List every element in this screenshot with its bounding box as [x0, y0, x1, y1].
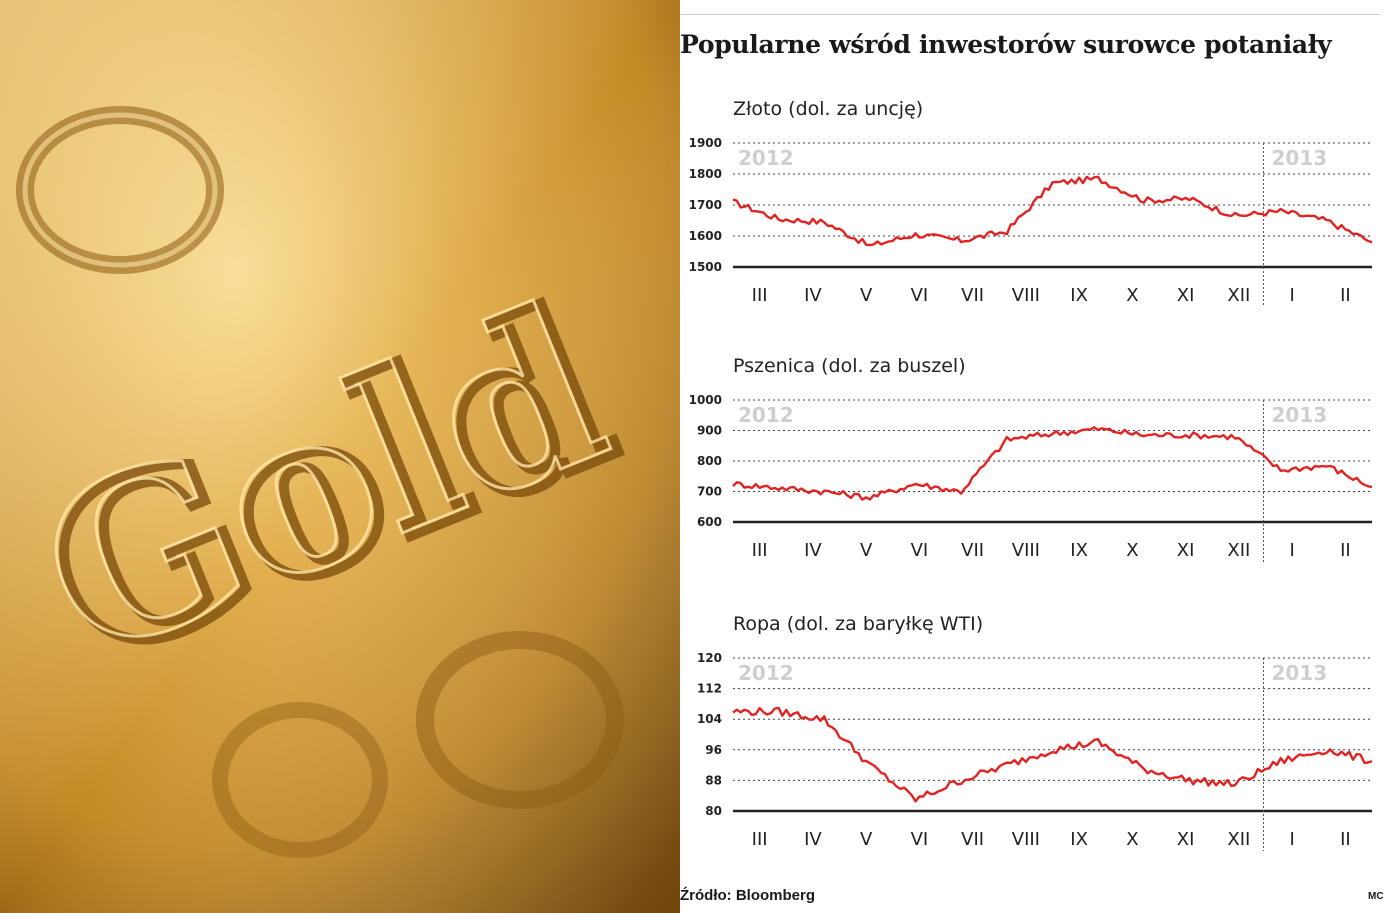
chart-3-xtick-label: V — [860, 829, 873, 850]
chart-1-ytick-label: 1800 — [689, 167, 722, 181]
chart-1-xtick-label: III — [752, 285, 768, 306]
chart-3-series-line — [732, 706, 1373, 803]
chart-3-ytick-label: 112 — [697, 682, 722, 696]
chart-1-ytick-label: 1500 — [689, 260, 722, 274]
page-title: Popularne wśród inwestorów surowce potan… — [680, 30, 1332, 59]
chart-3-xtick-label: XI — [1177, 829, 1195, 850]
chart-1-ytick-label: 1700 — [689, 198, 722, 212]
chart-2-xtick-label: IV — [804, 540, 822, 561]
chart-1-ytick-label: 1600 — [689, 229, 722, 243]
chart-3-year-label: 2012 — [738, 661, 794, 685]
chart-1-ytick-label: 1900 — [689, 136, 722, 150]
chart-2-ytick-label: 600 — [697, 515, 722, 529]
gold-bar-photo: Gold Gold — [0, 0, 680, 913]
chart-2-xtick-label: V — [860, 540, 873, 561]
chart-2-ytick-label: 800 — [697, 454, 722, 468]
chart-1-xtick-label: XII — [1227, 285, 1250, 306]
chart-1-xtick-label: IV — [804, 285, 822, 306]
chart-3-xtick-label: X — [1126, 829, 1138, 850]
chart-3-ytick-label: 104 — [697, 712, 722, 726]
chart-2-year-label: 2013 — [1272, 403, 1328, 427]
chart-3-ytick-label: 80 — [705, 804, 722, 818]
chart-2-ytick-label: 700 — [697, 485, 722, 499]
chart-2-xtick-label: XII — [1227, 540, 1250, 561]
chart-1-xtick-label: VII — [961, 285, 984, 306]
chart-2-title: Pszenica (dol. za buszel) — [733, 355, 966, 377]
chart-2-series-line — [732, 426, 1373, 501]
chart-3-ytick-label: 120 — [697, 651, 722, 665]
chart-3-xtick-label: VII — [961, 829, 984, 850]
chart-3-xtick-label: XII — [1227, 829, 1250, 850]
chart-2-xtick-label: X — [1126, 540, 1138, 561]
chart-3-xtick-label: IX — [1070, 829, 1088, 850]
chart-1-year-label: 2013 — [1272, 146, 1328, 170]
chart-1-xtick-label: X — [1126, 285, 1138, 306]
chart-2-xtick-label: XI — [1177, 540, 1195, 561]
chart-2-xtick-label: VII — [961, 540, 984, 561]
chart-3-year-label: 2013 — [1272, 661, 1328, 685]
chart-3-xtick-label: VI — [911, 829, 929, 850]
author-credit: MC — [1368, 891, 1384, 902]
chart-1-xtick-label: V — [860, 285, 873, 306]
charts-area: Złoto (dol. za uncję) 1500 1600 1700 1800 190… — [689, 98, 1373, 851]
chart-3-xtick-label: VIII — [1012, 829, 1040, 850]
chart-1-xtick-label: XI — [1177, 285, 1195, 306]
chart-2-xtick-label: I — [1289, 540, 1294, 561]
chart-2-xtick-label: III — [752, 540, 768, 561]
chart-1-xtick-label: II — [1340, 285, 1351, 306]
chart-1-series-line — [732, 175, 1373, 247]
chart-1-xtick-label: I — [1289, 285, 1294, 306]
chart-3-xtick-label: I — [1289, 829, 1294, 850]
chart-3-ytick-label: 96 — [705, 743, 722, 757]
chart-2-xtick-label: II — [1340, 540, 1351, 561]
chart-1-xtick-label: VI — [911, 285, 929, 306]
chart-1-title: Złoto (dol. za uncję) — [733, 98, 923, 120]
chart-2-xtick-label: VIII — [1012, 540, 1040, 561]
source-note: Źródło: Bloomberg — [680, 887, 815, 904]
chart-1-xtick-label: IX — [1070, 285, 1088, 306]
chart-2-ytick-label: 1000 — [689, 393, 722, 407]
chart-2-xtick-label: VI — [911, 540, 929, 561]
top-divider — [680, 14, 1380, 15]
chart-3-title: Ropa (dol. za baryłkę WTI) — [733, 613, 983, 635]
infographic-panel: Popularne wśród inwestorów surowce potan… — [680, 0, 1400, 913]
chart-1-xtick-label: VIII — [1012, 285, 1040, 306]
chart-2-ytick-label: 900 — [697, 424, 722, 438]
chart-2-year-label: 2012 — [738, 403, 794, 427]
chart-3-xtick-label: II — [1340, 829, 1351, 850]
chart-3-xtick-label: III — [752, 829, 768, 850]
chart-2-xtick-label: IX — [1070, 540, 1088, 561]
chart-3-ytick-label: 88 — [705, 773, 722, 787]
chart-1-year-label: 2012 — [738, 146, 794, 170]
chart-3-xtick-label: IV — [804, 829, 822, 850]
